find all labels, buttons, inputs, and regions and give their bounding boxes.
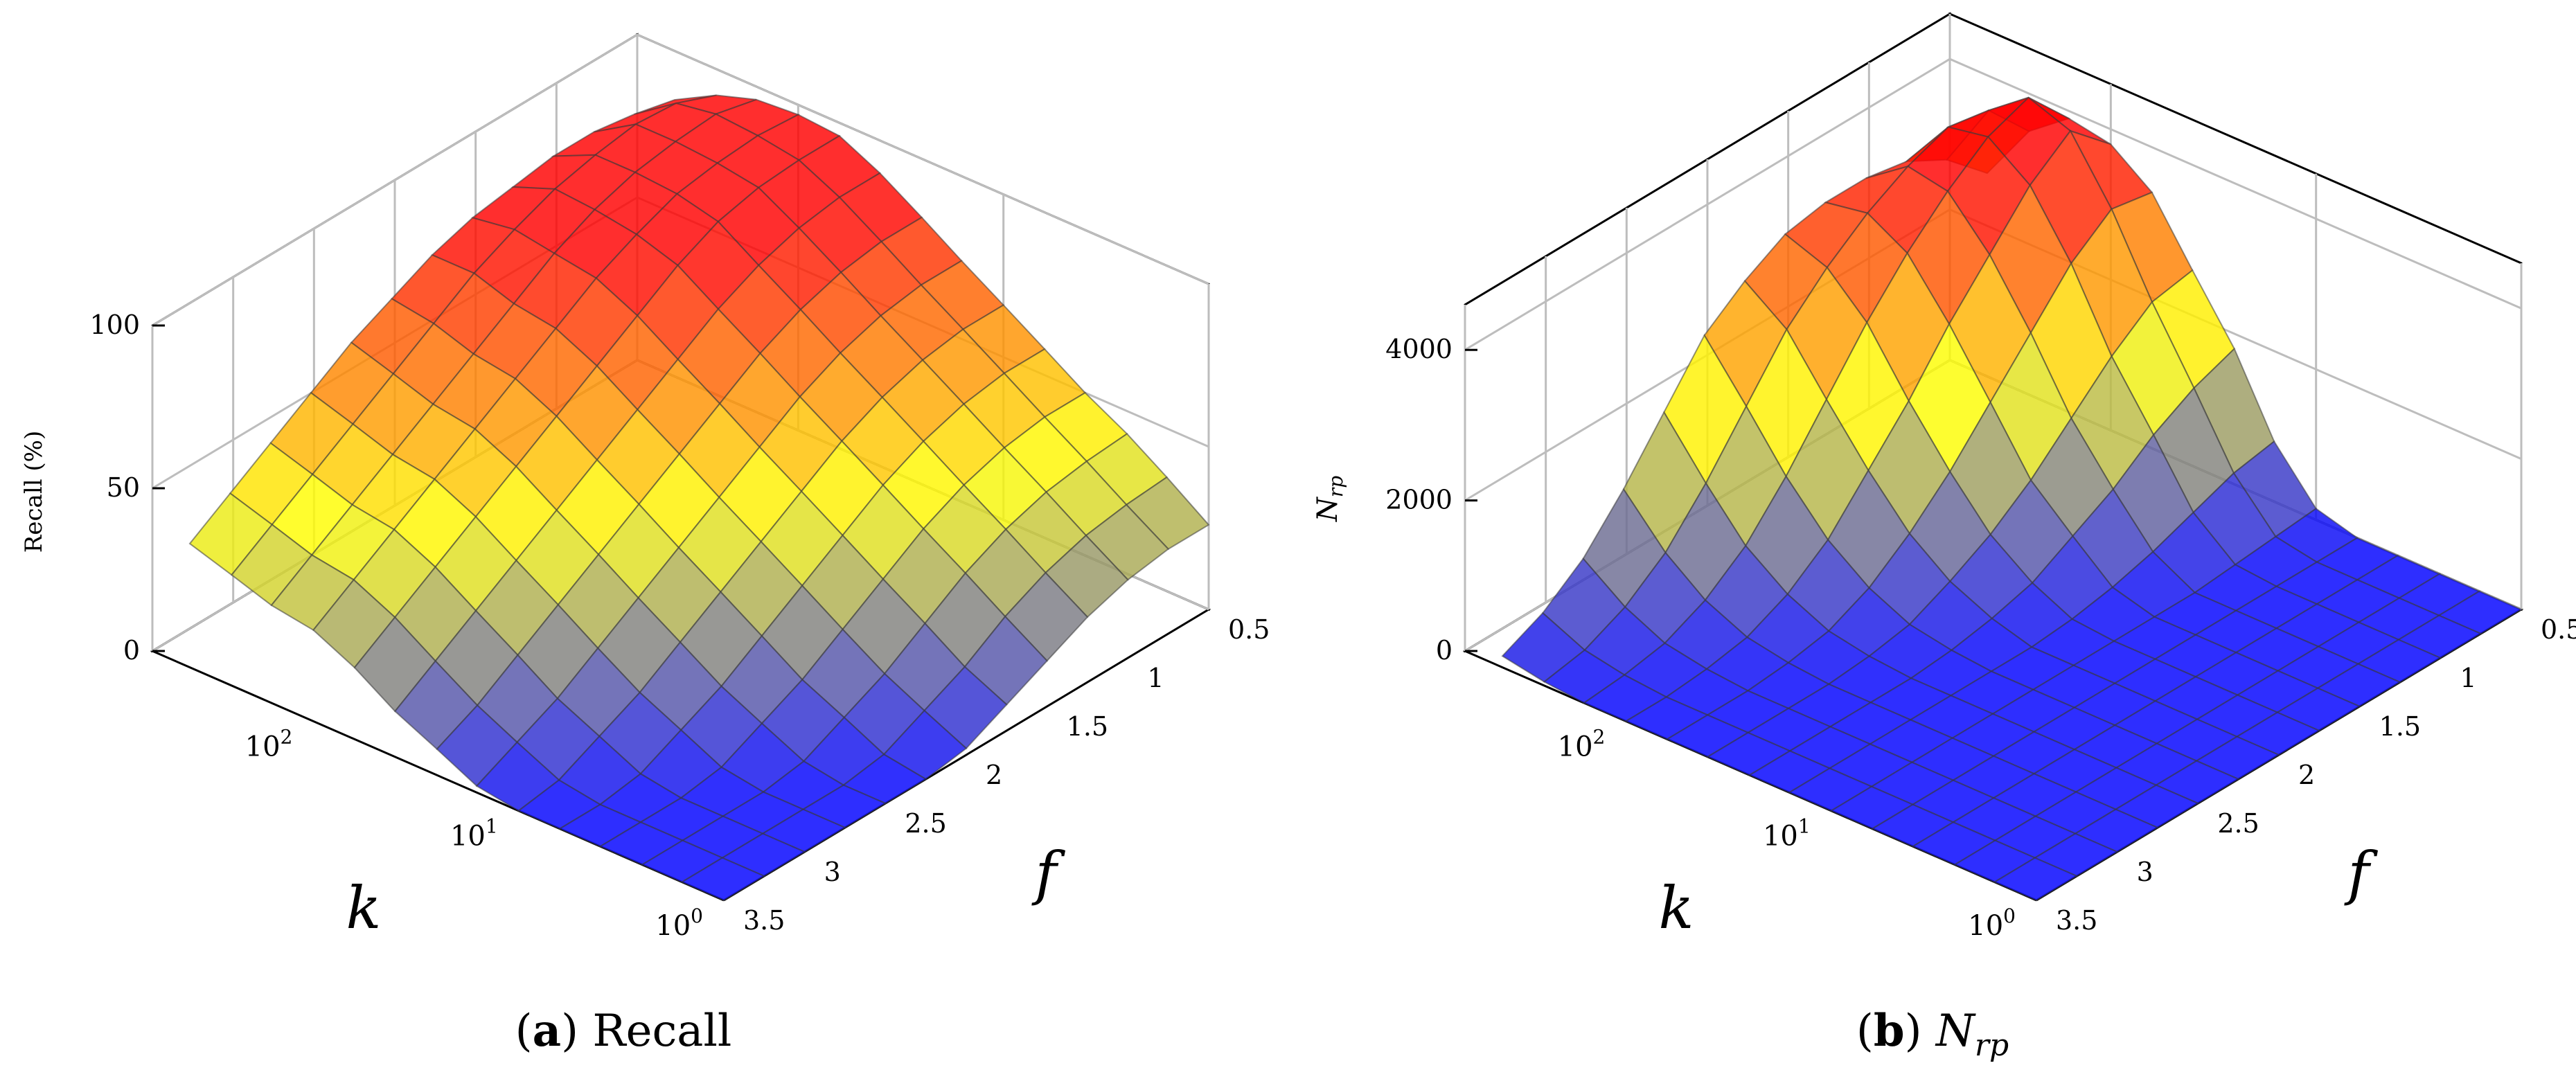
- z-axis-label: Recall (%): [20, 431, 48, 553]
- f-tick-label: 1.5: [2379, 711, 2421, 742]
- k-tick-exponent: 2: [1593, 725, 1606, 748]
- f-tick-label: 1.5: [1067, 711, 1108, 742]
- z-axis: 0 50 100: [89, 310, 165, 666]
- f-tick-label: 2: [2298, 760, 2315, 790]
- z-tick-label: 50: [107, 472, 140, 503]
- caption-b-title: N: [1935, 1006, 1976, 1057]
- k-tick-base: 10: [245, 731, 281, 763]
- z-axis-label: Nrp: [1312, 476, 1347, 522]
- f-tick-label: 0.5: [1228, 614, 1270, 645]
- f-tick-label: 0.5: [2541, 614, 2576, 645]
- k-tick-exponent: 1: [486, 815, 498, 838]
- z-axis-label-sub: rp: [1324, 476, 1347, 497]
- k-tick-exponent: 1: [1798, 815, 1811, 838]
- k-tick-label: 101: [1763, 815, 1811, 853]
- k-tick-label: 100: [655, 904, 703, 942]
- caption-a-title: Recall: [592, 1006, 731, 1057]
- caption-a-paren-close: ): [561, 1006, 592, 1057]
- f-tick-label: 3.5: [743, 905, 785, 936]
- z-axis-label-main: Recall (%): [20, 431, 48, 553]
- k-axis-label: k: [1659, 874, 1694, 942]
- caption-a-label: a: [533, 1005, 561, 1057]
- k-tick-exponent: 2: [281, 725, 293, 748]
- f-axis-label: f: [2343, 839, 2378, 907]
- f-tick-label: 1: [2460, 663, 2476, 693]
- f-axis: 3.5 3 2.5 2 1.5 1 0.5: [2056, 614, 2576, 936]
- z-axis: 0 2000 4000: [1385, 334, 1477, 666]
- z-tick-label: 4000: [1385, 334, 1453, 364]
- surface-patch: [1993, 857, 2079, 902]
- k-tick-base: 10: [1763, 821, 1798, 853]
- k-tick-exponent: 0: [2003, 904, 2016, 927]
- k-tick-base: 10: [655, 910, 691, 942]
- k-tick-label: 100: [1968, 904, 2016, 942]
- f-axis-label: f: [1031, 839, 1065, 907]
- f-tick-label: 2: [986, 760, 1002, 790]
- k-tick-base: 10: [1558, 731, 1593, 763]
- caption-b-subscript: rp: [1975, 1028, 2009, 1063]
- z-tick-label: 0: [123, 635, 140, 666]
- k-tick-label: 101: [450, 815, 498, 853]
- z-axis-label-main: N: [1312, 496, 1344, 522]
- caption-a-paren-open: (: [515, 1006, 533, 1057]
- k-tick-exponent: 0: [691, 904, 703, 927]
- surface: [1501, 96, 2523, 902]
- f-tick-label: 3.5: [2056, 905, 2097, 936]
- k-tick-base: 10: [1968, 910, 2003, 942]
- f-tick-label: 2.5: [905, 808, 946, 839]
- f-tick-label: 2.5: [2217, 808, 2259, 839]
- z-tick-label: 0: [1436, 635, 1453, 666]
- surface-patch: [680, 857, 766, 902]
- caption-b-paren-close: ): [1905, 1006, 1936, 1057]
- caption-b-label: b: [1874, 1005, 1905, 1057]
- f-tick-label: 3: [2137, 857, 2153, 887]
- caption-b-paren-open: (: [1856, 1006, 1874, 1057]
- z-tick-label: 100: [89, 310, 140, 340]
- z-tick-label: 2000: [1385, 485, 1453, 515]
- k-tick-label: 102: [245, 725, 293, 763]
- f-tick-label: 1: [1147, 663, 1164, 693]
- k-tick-label: 102: [1558, 725, 1606, 763]
- surface: [188, 94, 1210, 902]
- caption-b: (b) Nrp: [1856, 1005, 2009, 1063]
- k-tick-base: 10: [450, 821, 486, 853]
- f-axis: 3.5 3 2.5 2 1.5 1 0.5: [743, 614, 1270, 936]
- k-axis-label: k: [346, 874, 382, 942]
- f-tick-label: 3: [824, 857, 841, 887]
- caption-a: (a) Recall: [515, 1005, 732, 1057]
